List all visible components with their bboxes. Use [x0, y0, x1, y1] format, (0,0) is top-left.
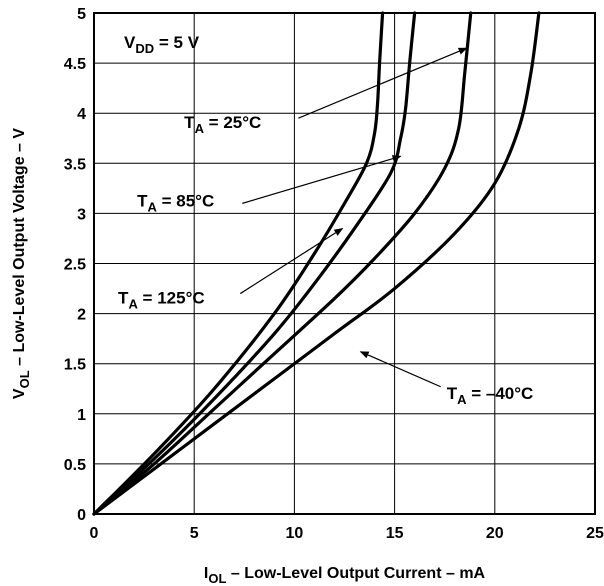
annotation-arrow-3 [239, 227, 344, 295]
series-line-2 [92, 11, 417, 516]
annotation-label-4: TA = –40°C [447, 384, 534, 407]
series-line-1 [92, 11, 385, 516]
series-line-3 [92, 11, 473, 516]
series-line-4 [92, 11, 541, 516]
y-tick-label: 2.5 [64, 257, 86, 274]
y-tick-label: 4 [77, 106, 86, 123]
plot-frame [93, 12, 596, 515]
y-axis-title: VOL – Low-Level Output Voltage – V [11, 128, 32, 399]
y-tick-label: 3 [77, 206, 86, 223]
annotation-label-2: TA = 85°C [137, 191, 214, 214]
y-tick-label: 5 [77, 6, 86, 23]
x-tick-label: 0 [90, 525, 99, 542]
annotations: VDD = 5 V TA = 25°C TA = 85°C TA = 125°C TA … [118, 33, 533, 407]
y-tick-label: 0 [77, 507, 86, 524]
x-axis-title: IOL – Low-Level Output Current – mA [204, 565, 486, 586]
y-tick-label: 1.5 [64, 357, 86, 374]
x-tick-label: 25 [586, 525, 604, 542]
annotation-label-3: TA = 125°C [118, 289, 205, 312]
curves [92, 11, 541, 516]
annotation-arrow-4 [359, 351, 441, 388]
axis-titles: IOL – Low-Level Output Current – mA VOL –… [11, 128, 486, 586]
y-tick-label: 4.5 [64, 56, 86, 73]
x-tick-label: 20 [486, 525, 504, 542]
y-tick-label: 1 [77, 407, 86, 424]
annotation-label-1: TA = 25°C [184, 113, 261, 136]
y-tick-label: 0.5 [64, 457, 86, 474]
grid [93, 12, 596, 515]
tick-labels: 0 5 10 15 20 25 0 0.5 1 1.5 2 2.5 3 3.5 4 4.5 5 [64, 6, 604, 542]
y-tick-label: 3.5 [64, 156, 86, 173]
x-tick-label: 5 [190, 525, 199, 542]
annotation-arrow-1 [298, 47, 468, 119]
annotation-arrow-2 [242, 155, 402, 204]
x-tick-label: 15 [386, 525, 404, 542]
x-tick-label: 10 [286, 525, 304, 542]
condition-label: VDD = 5 V [124, 33, 200, 56]
y-tick-label: 2 [77, 307, 86, 324]
